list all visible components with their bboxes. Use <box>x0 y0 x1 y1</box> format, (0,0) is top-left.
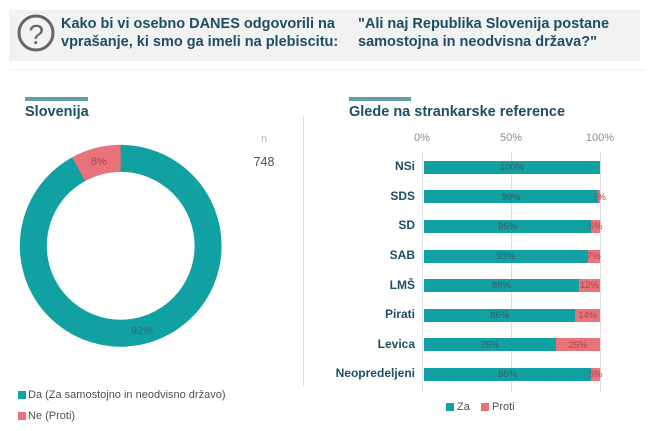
svg-text:?: ? <box>28 19 44 50</box>
